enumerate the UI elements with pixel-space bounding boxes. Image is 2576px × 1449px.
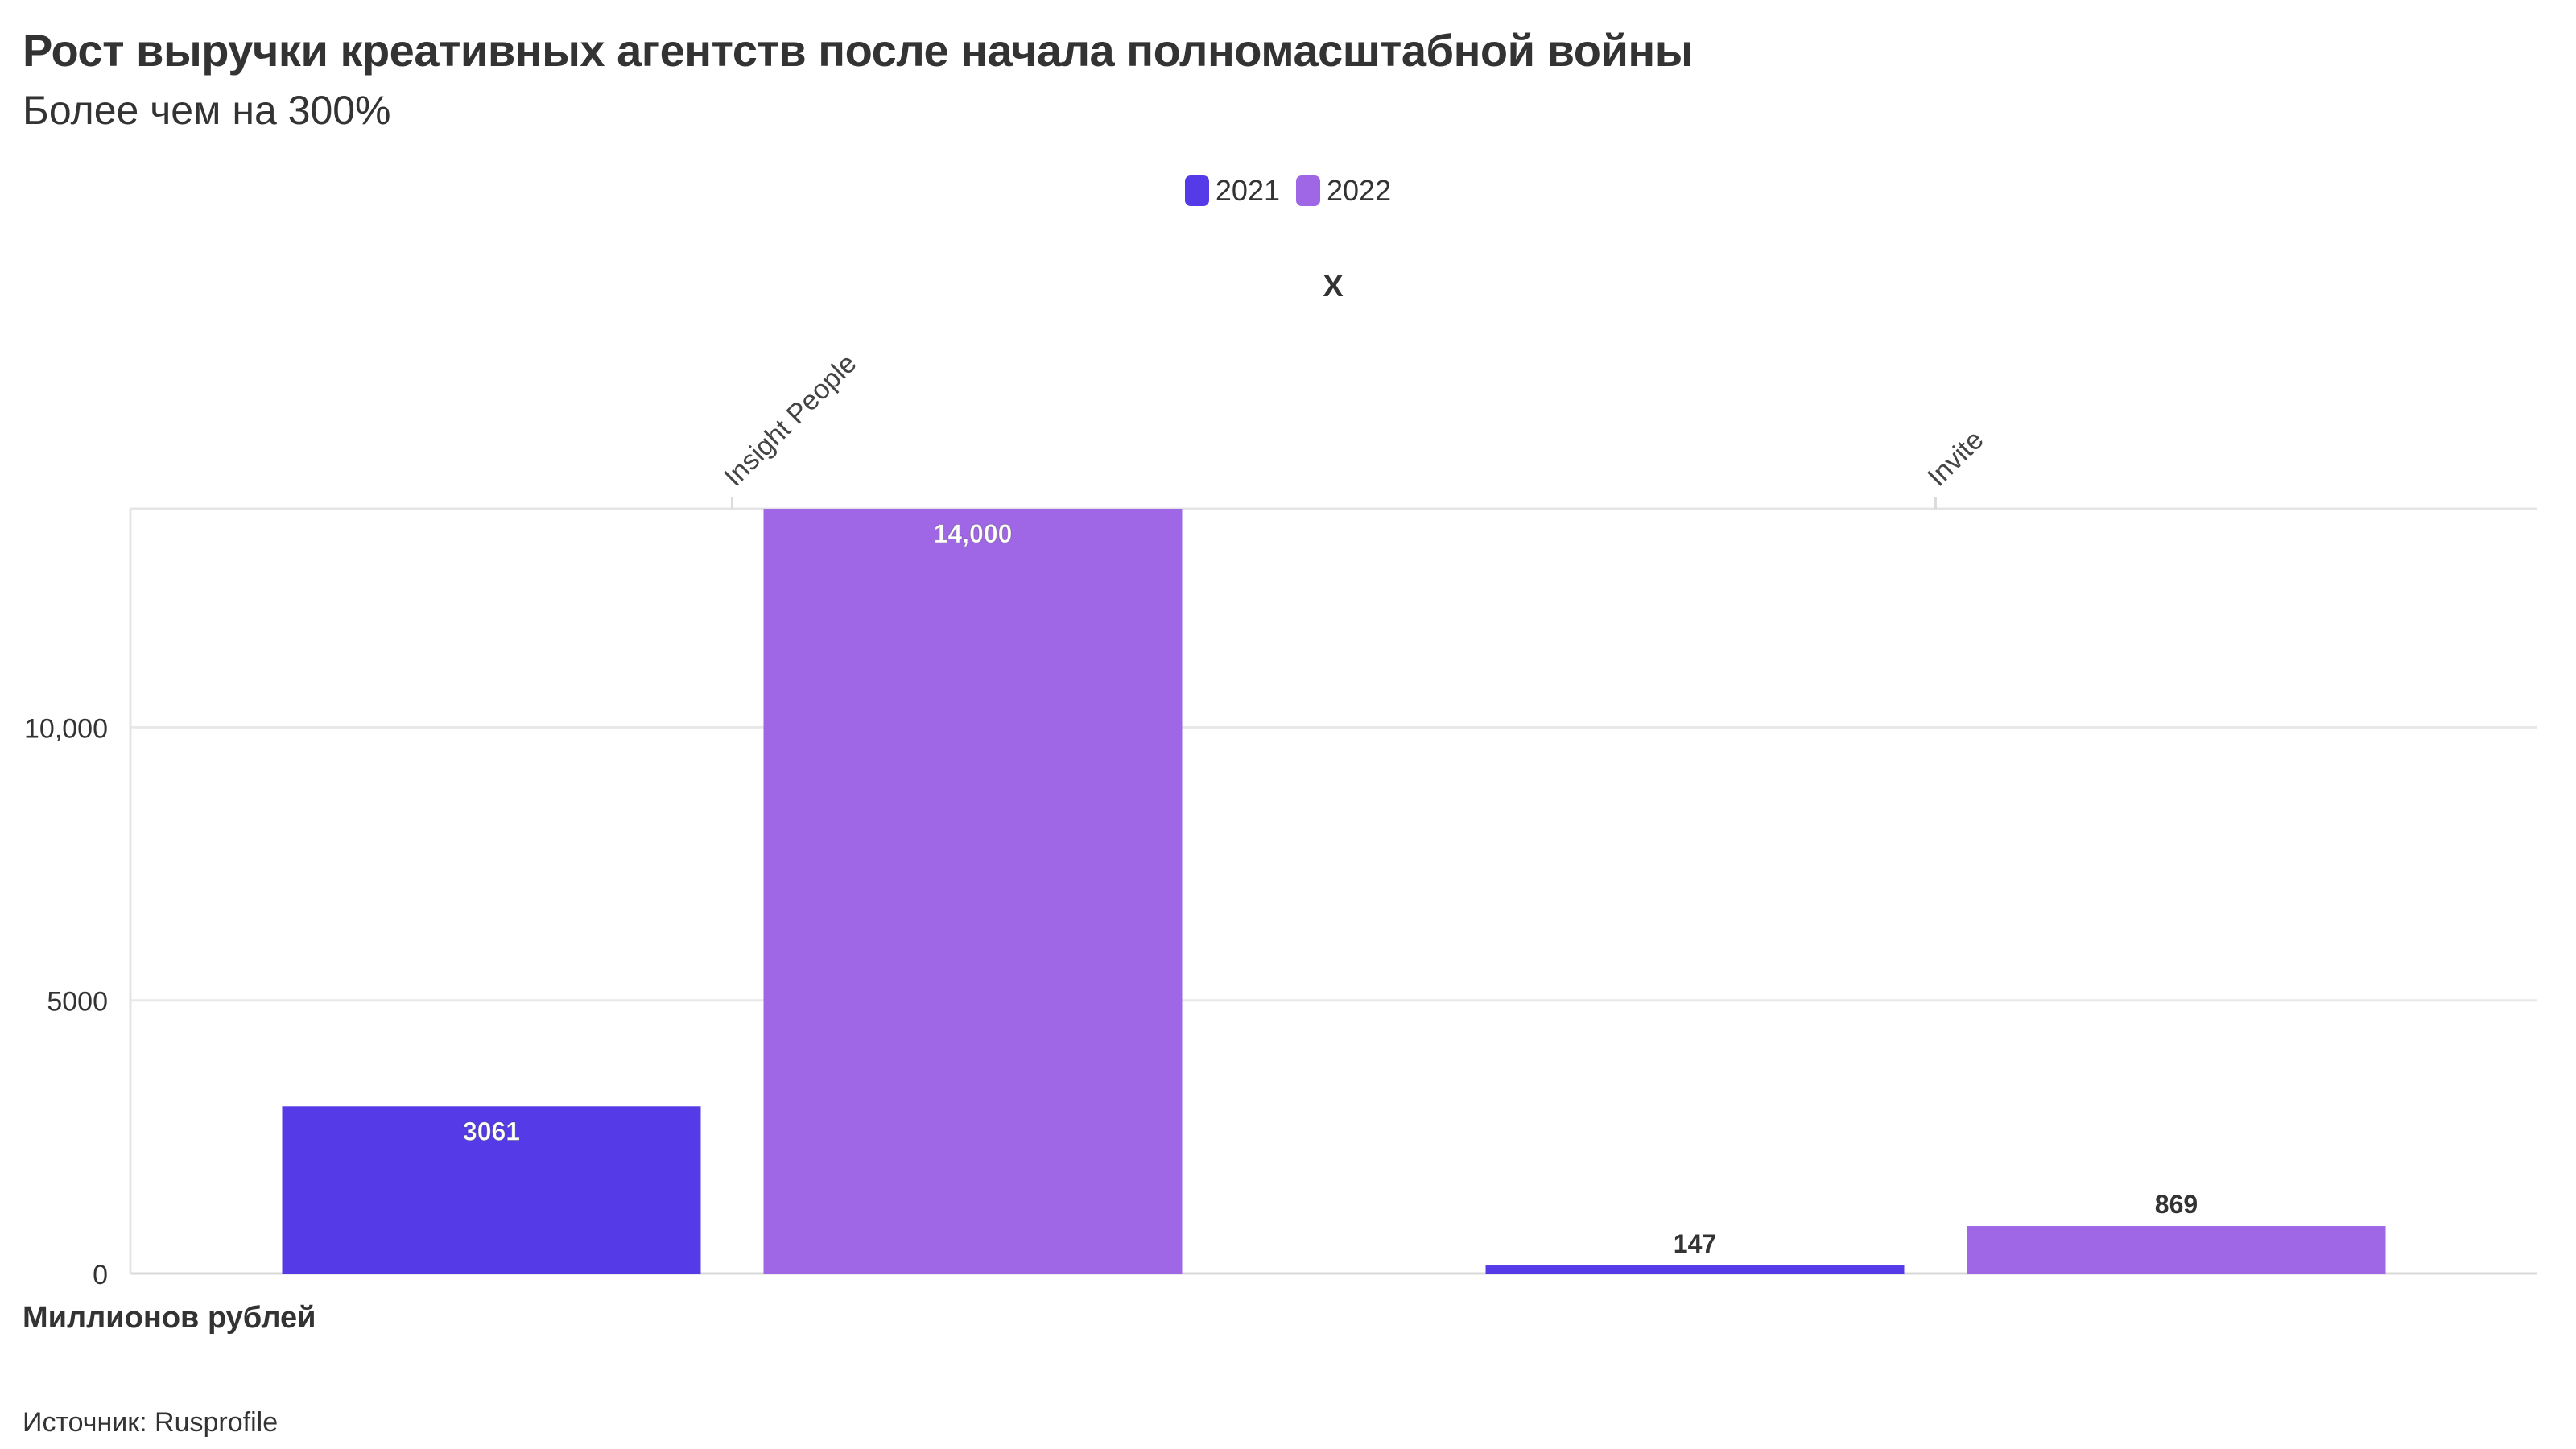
source-note: Источник: Rusprofile	[23, 1407, 279, 1438]
bar[interactable]	[1967, 1226, 2386, 1274]
bar-value-label: 869	[2155, 1190, 2198, 1219]
legend-label-2021: 2021	[1215, 174, 1280, 207]
chart-legend: 2021 2022	[0, 174, 2576, 208]
bar-value-label: 3061	[463, 1117, 520, 1146]
chart-subtitle: Более чем на 300%	[23, 88, 391, 133]
legend-item-2021[interactable]: 2021	[1184, 174, 1280, 208]
y-tick-label: 0	[93, 1260, 108, 1290]
x-category-label: Invite	[1922, 424, 1989, 492]
legend-label-2022: 2022	[1327, 174, 1392, 207]
legend-swatch-2021	[1184, 175, 1209, 206]
bar[interactable]	[763, 509, 1183, 1274]
legend-item-2022[interactable]: 2022	[1296, 174, 1391, 208]
x-category-label: Insight People	[718, 348, 862, 492]
y-tick-label: 5000	[47, 987, 108, 1018]
bars	[282, 509, 2386, 1274]
x-axis-title: X	[1323, 270, 1344, 303]
bar-value-label: 147	[1674, 1229, 1716, 1258]
bar-value-labels: 3061 14,000 147 869	[462, 519, 2198, 1259]
y-tick-label: 10,000	[24, 713, 108, 744]
y-unit-label: Миллионов рублей	[23, 1301, 316, 1335]
bar-value-label: 14,000	[934, 519, 1013, 548]
bar[interactable]	[1485, 1265, 1905, 1274]
chart-title: Рост выручки креативных агентств после н…	[23, 25, 1694, 76]
bar[interactable]	[282, 1106, 701, 1274]
legend-swatch-2022	[1296, 175, 1320, 206]
